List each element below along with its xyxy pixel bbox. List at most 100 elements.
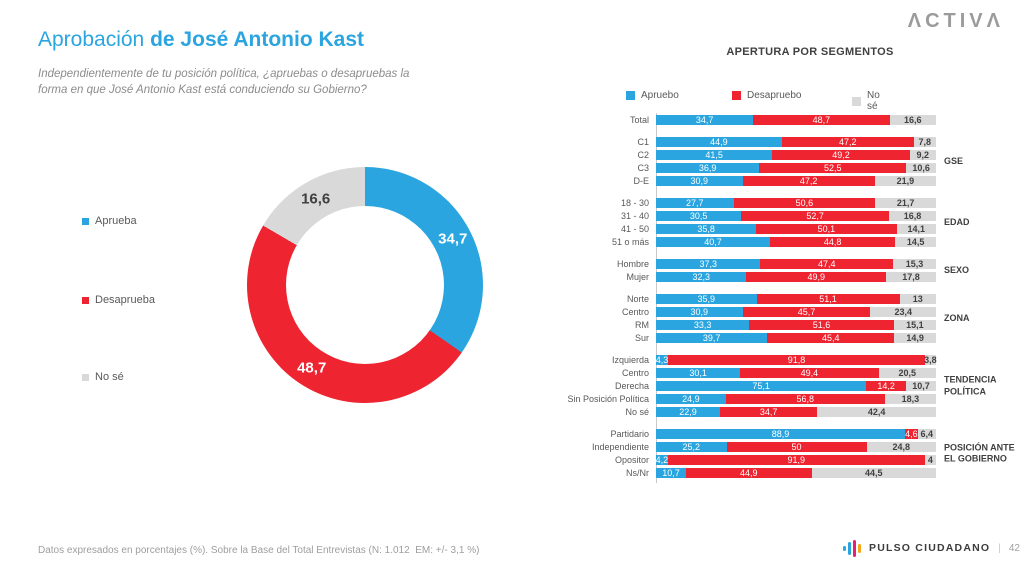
nose-segment: 44,5	[811, 468, 936, 478]
bar-track: 25,2 50 24,8	[656, 442, 936, 452]
bar-category-label: Centro	[600, 307, 656, 317]
approve-segment: 32,3	[656, 272, 747, 282]
bar-track: 10,7 44,9 44,5	[656, 468, 936, 478]
disapprove-segment: 52,5	[759, 163, 907, 173]
bar-category-text: Norte	[626, 294, 649, 304]
bar-category-text: Derecha	[614, 381, 649, 391]
nose-segment: 16,6	[889, 115, 936, 125]
nose-segment: 14,1	[896, 224, 936, 234]
approve-segment: 30,1	[656, 368, 741, 378]
bar-track: 32,3 49,9 17,8	[656, 272, 936, 282]
bar-category-label: C2	[600, 150, 656, 160]
bar-row: Hombre 37,3 47,4 15,3	[600, 259, 1024, 269]
bar-category-label: 31 - 40	[600, 211, 656, 221]
bar-group: Izquierda 4,3 91,8 3,8 Centro 30,1 49,4 20,5 Der…	[567, 355, 1024, 417]
bar-category-text: Independiente	[591, 442, 649, 452]
bar-category-text: 41 - 50	[620, 224, 649, 234]
bar-category-text: Izquierda	[611, 355, 649, 365]
approve-segment: 75,1	[656, 381, 867, 391]
bar-category-text: Mujer	[626, 272, 649, 282]
segments-legend-swatch	[732, 91, 741, 100]
disapprove-segment: 91,8	[668, 355, 926, 365]
disapprove-segment: 48,7	[753, 115, 890, 125]
donut-legend-swatch	[82, 373, 89, 381]
segments-chart: Total 34,7 48,7 16,6 C1 44,9 47,2 7,8 C2 41,5 49,2…	[567, 113, 1024, 483]
nose-segment: 20,5	[878, 368, 936, 378]
disapprove-segment: 51,1	[756, 294, 900, 304]
bar-track: 36,9 52,5 10,6	[656, 163, 936, 173]
bar-row: Partidario 88,9 4,6 6,4	[600, 429, 1024, 439]
bar-category-text: Partidario	[610, 429, 649, 439]
approve-segment: 30,5	[656, 211, 742, 221]
disapprove-segment: 14,2	[866, 381, 907, 391]
footer-note: Datos expresados en porcentajes (%). Sob…	[38, 545, 480, 556]
bar-group: 18 - 30 27,7 50,6 21,7 31 - 40 30,5 52,7 16,8 41…	[600, 198, 1024, 247]
nose-segment: 21,9	[874, 176, 936, 186]
bar-track: 35,8 50,1 14,1	[656, 224, 936, 234]
approve-segment: 10,7	[656, 468, 686, 478]
bar-category-label: Sur	[600, 333, 656, 343]
bar-category-text: D-E	[633, 176, 650, 186]
bar-category-text: C1	[637, 137, 649, 147]
bar-track: 75,1 14,2 10,7	[656, 381, 936, 391]
bar-category-label: Norte	[600, 294, 656, 304]
bar-group: Norte 35,9 51,1 13 Centro 30,9 45,7 23,4 RM 33,3 5…	[600, 294, 1024, 343]
disapprove-segment: 49,2	[772, 150, 910, 160]
donut-legend-item: No sé	[82, 371, 124, 383]
bar-track: 22,9 34,7 42,4	[656, 407, 936, 417]
bar-category-text: Total	[629, 115, 649, 125]
brand-block: PULSO CIUDADANO | 42	[843, 539, 1020, 557]
bar-group: Hombre 37,3 47,4 15,3 Mujer 32,3 49,9 17,8 SEXO	[600, 259, 1024, 282]
bar-category-text: 18 - 30	[620, 198, 649, 208]
disapprove-segment: 4,6	[904, 429, 918, 439]
segments-legend-item: Apruebo	[626, 90, 679, 101]
bar-category-text: C3	[637, 163, 649, 173]
segment-group-label: SEXO	[944, 264, 970, 275]
approve-segment: 41,5	[656, 150, 773, 160]
nose-segment: 3,8	[924, 355, 937, 365]
nose-segment: 14,5	[895, 237, 936, 247]
page-title-regular: Aprobación	[38, 28, 145, 51]
segments-legend-label: Desapruebo	[747, 90, 802, 101]
page-title-bold: de José Antonio Kast	[150, 28, 365, 51]
disapprove-segment: 49,9	[746, 272, 887, 282]
donut-slice-label: 34,7	[438, 230, 468, 248]
bar-category-label: C3	[600, 163, 656, 173]
bar-category-label: 18 - 30	[600, 198, 656, 208]
segments-legend-item: Desapruebo	[732, 90, 801, 101]
bar-row: Opositor 4,2 91,9 4	[600, 455, 1024, 465]
bar-row: Centro 30,9 45,7 23,4	[600, 307, 1024, 317]
bar-row: RM 33,3 51,6 15,1	[600, 320, 1024, 330]
bar-track: 30,5 52,7 16,8	[656, 211, 936, 221]
bar-track: 40,7 44,8 14,5	[656, 237, 936, 247]
donut-legend-swatch	[82, 217, 89, 225]
nose-segment: 10,7	[906, 381, 936, 391]
nose-segment: 15,3	[893, 259, 936, 269]
approve-segment: 34,7	[656, 115, 754, 125]
segments-legend-swatch	[852, 96, 861, 106]
bar-track: 88,9 4,6 6,4	[656, 429, 936, 439]
disapprove-segment: 52,7	[741, 211, 889, 221]
nose-segment: 17,8	[886, 272, 936, 282]
approve-segment: 37,3	[656, 259, 761, 269]
bar-row: Ns/Nr 10,7 44,9 44,5	[600, 468, 1024, 478]
bar-row: Sur 39,7 45,4 14,9	[600, 333, 1024, 343]
segment-group-label: TENDENCIA POLÍTICA	[944, 374, 997, 396]
nose-segment: 16,8	[888, 211, 936, 221]
bar-category-label: No sé	[600, 407, 656, 417]
bar-track: 39,7 45,4 14,9	[656, 333, 936, 343]
approve-segment: 30,9	[656, 176, 743, 186]
nose-segment: 15,1	[893, 320, 936, 330]
nose-segment: 7,8	[913, 137, 936, 147]
disapprove-segment: 56,8	[725, 394, 885, 404]
bar-category-text: 51 o más	[611, 237, 649, 247]
bar-category-label: RM	[600, 320, 656, 330]
bar-row: 41 - 50 35,8 50,1 14,1	[600, 224, 1024, 234]
bar-category-label: Independiente	[592, 442, 656, 452]
pulso-ciudadano-icon	[843, 539, 861, 557]
bar-row: 51 o más 40,7 44,8 14,5	[600, 237, 1024, 247]
survey-question: Independientemente de tu posición políti…	[38, 66, 409, 98]
approve-segment: 88,9	[656, 429, 905, 439]
bar-group: Partidario 88,9 4,6 6,4 Independiente 25,2 50 2…	[592, 429, 1024, 478]
disapprove-segment: 45,4	[767, 333, 895, 343]
